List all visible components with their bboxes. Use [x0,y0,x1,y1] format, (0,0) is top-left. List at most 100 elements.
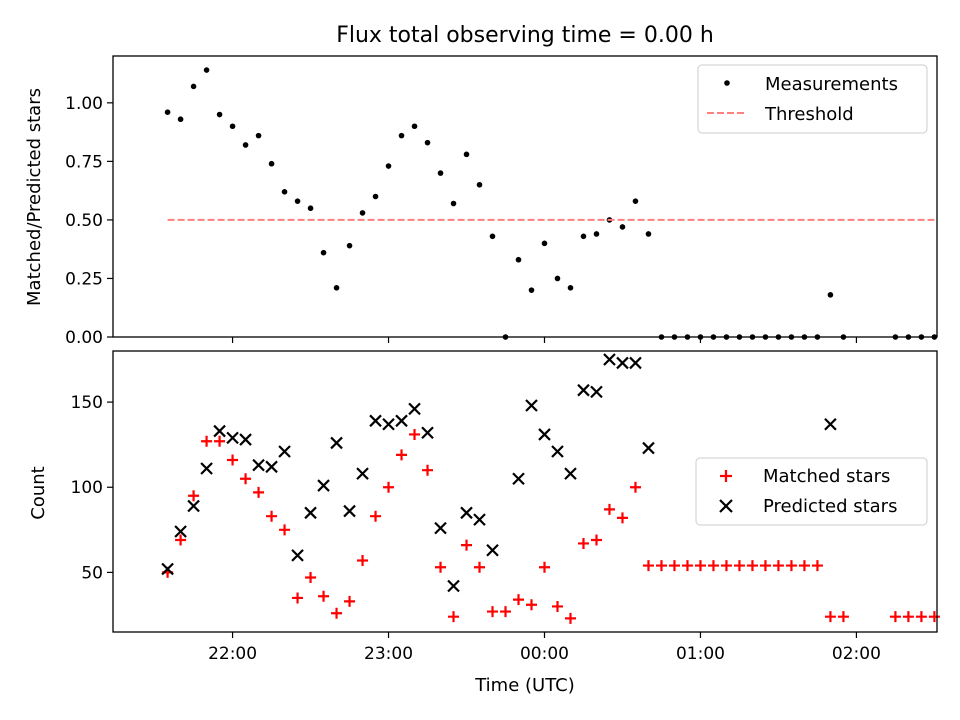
measurements-point [242,142,249,148]
matched-stars-point [668,560,680,572]
matched-stars-point [915,611,927,623]
predicted-stars-point [213,424,226,438]
measurements-point [203,67,210,73]
predicted-stars-point [616,356,629,370]
predicted-stars-point [226,431,239,445]
legend-matched-marker [720,470,732,482]
top-panel-ratio: 0.00 0.25 0.50 0.75 1.00 Matched/Predicted s… [24,55,938,348]
measurements-point [437,170,444,176]
predicted-stars-point [369,414,382,428]
measurements-point [619,224,626,230]
predicted-stars-point [317,479,330,492]
top-y-tick-label: 1.00 [65,94,103,114]
matched-stars-point [603,503,615,515]
predicted-stars-point [512,472,525,486]
matched-stars-point [474,561,486,573]
matched-stars-point [720,560,732,572]
bottom-x-tick-label: 00:00 [520,644,569,664]
predicted-stars-point [538,428,551,441]
matched-stars-point [279,524,291,536]
matched-stars-point [331,607,343,619]
bottom-x-tick-label: 23:00 [364,644,413,664]
predicted-stars-point [603,353,616,366]
bottom-x-axis-label: Time (UTC) [474,675,575,696]
predicted-stars-point [564,467,577,480]
matched-stars-point [357,554,369,566]
measurements-point [385,163,392,169]
matched-stars-point [746,560,758,572]
top-legend-box [697,64,928,134]
predicted-stars-point [824,417,837,431]
top-y-tick-label: 0.50 [65,211,103,231]
top-y-axis-label: Matched/Predicted stars [24,88,45,306]
bottom-x-tick-label: 22:00 [208,644,257,664]
matched-stars-point [292,592,304,604]
measurements-point [632,198,639,204]
matched-stars-point [344,595,356,607]
measurements-point [645,231,652,237]
measurements-point [580,233,587,240]
legend-measurements-marker [724,80,730,86]
predicted-stars-point [187,499,200,513]
matched-stars-point [590,534,602,546]
matched-stars-point [538,561,550,573]
matched-stars-point [798,560,810,572]
bottom-x-axis: 22:00 23:00 00:00 01:00 02:00 [208,632,881,664]
predicted-stars-point [161,562,174,576]
legend-measurements-label: Measurements [765,74,898,95]
matched-stars-point [902,611,914,623]
legend-predicted-label: Predicted stars [763,496,897,517]
measurements-point [164,109,171,115]
matched-stars-point [409,428,421,440]
top-plot-area [164,67,938,340]
bottom-y-axis-label: Count [28,466,49,519]
matched-stars-point [616,512,628,524]
predicted-stars-point [577,383,590,397]
measurements-point [424,139,431,146]
matched-stars-point [240,473,252,485]
matched-stars-point [681,560,693,572]
predicted-stars-point [629,356,642,370]
bottom-y-tick-label: 100 [71,478,103,498]
predicted-stars-point [460,506,473,520]
predicted-stars-point [174,525,187,538]
predicted-stars-point [265,460,278,474]
bottom-y-tick-label: 50 [81,563,103,583]
matched-stars-point [889,611,901,623]
matched-stars-point [201,435,213,447]
matched-stars-point [694,560,706,572]
matched-stars-point [642,560,654,572]
matched-stars-point [396,449,408,461]
predicted-stars-point [525,399,538,412]
bottom-x-tick-label: 01:00 [676,644,725,664]
matched-stars-point [513,594,525,606]
matched-stars-point [629,481,641,493]
chart-title: Flux total observing time = 0.00 h [336,23,714,48]
measurements-point [593,231,600,237]
top-y-tick-label: 0.75 [65,152,103,172]
matched-stars-point [772,560,784,572]
matched-stars-point [655,560,667,572]
bottom-legend-box [695,457,928,526]
matched-stars-point [214,435,226,447]
measurements-point [554,275,561,282]
matched-stars-point [487,606,499,618]
predicted-stars-point [434,521,447,535]
matched-stars-point [383,481,395,493]
matched-stars-point [370,510,382,522]
matched-stars-point [175,534,187,546]
measurements-point [476,181,483,188]
predicted-stars-point [252,458,265,472]
measurements-point [294,198,301,204]
measurements-point [528,287,535,293]
measurements-point [515,256,522,263]
top-y-tick-label: 0.25 [65,269,103,289]
measurements-point [255,132,262,139]
predicted-stars-point [486,543,499,557]
matched-stars-point [188,490,200,502]
top-legend: Measurements Threshold [697,64,928,134]
top-y-axis: 0.00 0.25 0.50 0.75 1.00 [65,94,113,348]
predicted-stars-point [200,462,213,475]
matched-stars-point [461,539,473,551]
measurements-point [398,132,405,139]
